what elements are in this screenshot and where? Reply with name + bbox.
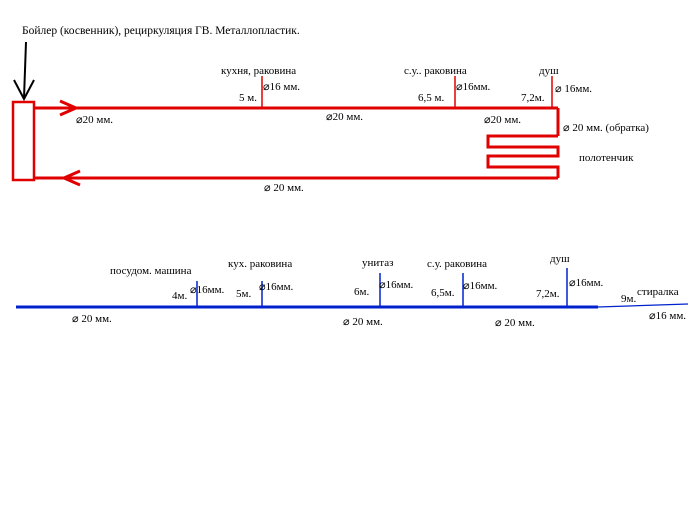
hot-branch-distance: 5 м. <box>239 92 257 104</box>
hot-branch-name: с.у.. раковина <box>404 65 467 77</box>
cold-branch-diameter: ⌀16мм. <box>569 277 604 289</box>
hot-main-diameter: ⌀20 мм. <box>326 111 363 123</box>
diagram-title: Бойлер (косвенник), рециркуляция ГВ. Мет… <box>22 25 300 37</box>
hot-branch-distance: 7,2м. <box>521 92 545 104</box>
cold-branch-diameter: ⌀16мм. <box>259 281 294 293</box>
hot-return-diameter: ⌀ 20 мм. <box>264 182 304 194</box>
hot-water-branches <box>261 76 553 108</box>
hot-main-diameter: ⌀20 мм. <box>76 114 113 126</box>
hot-main-diameter: ⌀20 мм. <box>484 114 521 126</box>
hot-water-circuit <box>11 99 560 187</box>
cold-branch-distance: 5м. <box>236 288 251 300</box>
cold-washer-pipe <box>597 303 689 308</box>
cold-branch-distance: 9м. <box>621 293 636 305</box>
flow-arrow-supply <box>59 99 80 117</box>
cold-branch-distance: 6м. <box>354 286 369 298</box>
hot-branch-name: кухня, раковина <box>221 65 296 77</box>
cold-water-circuit <box>16 268 689 309</box>
cold-branch-diameter: ⌀16 мм. <box>649 310 686 322</box>
boiler <box>11 100 36 182</box>
cold-branch-diameter: ⌀16мм. <box>379 279 414 291</box>
cold-branch-name: посудом. машина <box>110 265 192 277</box>
towel-dryer-label: полотенчик <box>579 152 634 164</box>
cold-branch-diameter: ⌀16мм. <box>463 280 498 292</box>
cold-branch-name: стиралка <box>637 286 679 298</box>
cold-branch-name: унитаз <box>362 257 393 269</box>
cold-branch-name: душ <box>550 253 570 265</box>
cold-branch-name: кух. раковина <box>228 258 292 270</box>
hot-branch-name: душ <box>539 65 559 77</box>
flow-arrow-return <box>60 169 81 187</box>
cold-main-diameter: ⌀ 20 мм. <box>72 313 112 325</box>
hot-branch-diameter: ⌀ 16мм. <box>555 83 592 95</box>
cold-branch-distance: 7,2м. <box>536 288 560 300</box>
cold-branch-name: с.у. раковина <box>427 258 487 270</box>
cold-main-diameter: ⌀ 20 мм. <box>343 316 383 328</box>
cold-branch-diameter: ⌀16мм. <box>190 284 225 296</box>
hot-return-label: ⌀ 20 мм. (обратка) <box>563 122 649 134</box>
towel-dryer <box>486 134 560 178</box>
cold-branch-distance: 4м. <box>172 290 187 302</box>
hot-branch-distance: 6,5 м. <box>418 92 444 104</box>
cold-main-diameter: ⌀ 20 мм. <box>495 317 535 329</box>
hot-branch-diameter: ⌀16мм. <box>456 81 491 93</box>
cold-branch-distance: 6,5м. <box>431 287 455 299</box>
hot-branch-diameter: ⌀16 мм. <box>263 81 300 93</box>
boiler-pointer-arrow <box>13 41 35 102</box>
